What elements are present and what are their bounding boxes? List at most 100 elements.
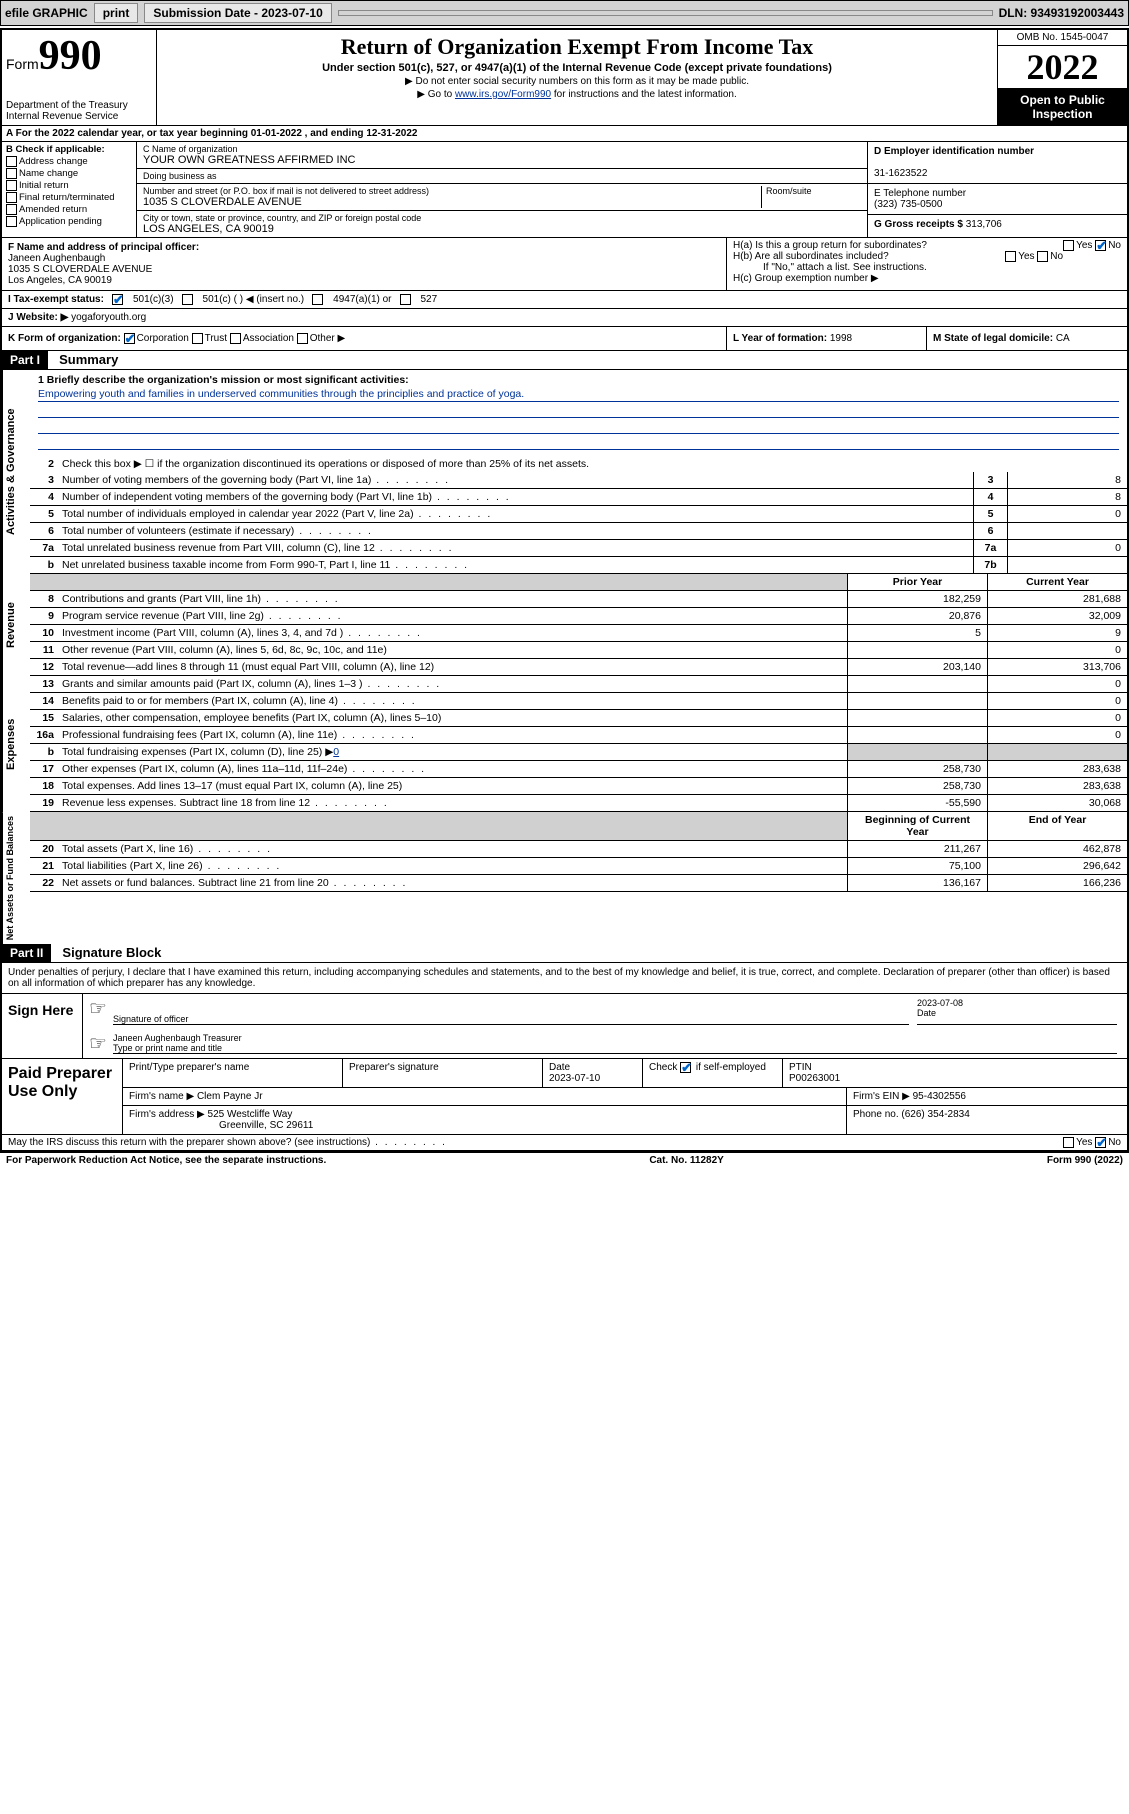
part-ii-badge: Part II — [2, 944, 51, 962]
hb-note: If "No," attach a list. See instructions… — [733, 262, 1121, 273]
val-8-current: 281,688 — [987, 591, 1127, 607]
perjury-text: Under penalties of perjury, I declare th… — [2, 963, 1127, 994]
street-row: Number and street (or P.O. box if mail i… — [137, 184, 867, 211]
irs-link[interactable]: www.irs.gov/Form990 — [455, 89, 551, 100]
net-assets-content: Beginning of Current Year End of Year 20… — [30, 812, 1127, 944]
goto-pre: ▶ Go to — [417, 89, 455, 100]
hb-no: No — [1050, 251, 1063, 262]
fundraising-link[interactable]: 0 — [333, 746, 339, 758]
cb-corporation[interactable] — [124, 333, 135, 344]
status-501c: 501(c) ( ) ◀ (insert no.) — [203, 294, 305, 305]
column-d-right: D Employer identification number 31-1623… — [867, 142, 1127, 237]
k-label: K Form of organization: — [8, 333, 121, 344]
part-i-badge: Part I — [2, 351, 48, 369]
cb-amended-return[interactable]: Amended return — [6, 204, 132, 215]
line-21: 21Total liabilities (Part X, line 26) 75… — [30, 858, 1127, 875]
form-subtitle-3: ▶ Go to www.irs.gov/Form990 for instruct… — [161, 89, 993, 100]
gross-label: G Gross receipts $ — [874, 219, 963, 230]
firm-phone-cell: Phone no. (626) 354-2834 — [847, 1106, 1127, 1134]
cb-initial-return[interactable]: Initial return — [6, 180, 132, 191]
line-15: 15Salaries, other compensation, employee… — [30, 710, 1127, 727]
prep-row-3: Firm's address ▶ 525 Westcliffe Way Gree… — [123, 1106, 1127, 1134]
cb-501c[interactable] — [182, 294, 193, 305]
form-990-footer: Form 990 (2022) — [1047, 1155, 1123, 1166]
street-label: Number and street (or P.O. box if mail i… — [143, 186, 761, 196]
line-6: 6Total number of volunteers (estimate if… — [30, 523, 1127, 540]
submission-date-button[interactable]: Submission Date - 2023-07-10 — [144, 3, 331, 23]
vtab-governance: Activities & Governance — [2, 370, 30, 574]
dba-label: Doing business as — [143, 171, 861, 181]
org-name-value: YOUR OWN GREATNESS AFFIRMED INC — [143, 154, 861, 166]
cb-name-change[interactable]: Name change — [6, 168, 132, 179]
entity-block: B Check if applicable: Address change Na… — [2, 142, 1127, 238]
line-18: 18Total expenses. Add lines 13–17 (must … — [30, 778, 1127, 795]
cb-trust[interactable] — [192, 333, 203, 344]
cb-final-return[interactable]: Final return/terminated — [6, 192, 132, 203]
row-a-text: A For the 2022 calendar year, or tax yea… — [6, 128, 417, 139]
header-left: Form990 Department of the Treasury Inter… — [2, 30, 157, 125]
cb-address-change[interactable]: Address change — [6, 156, 132, 167]
officer-addr1: 1035 S CLOVERDALE AVENUE — [8, 264, 152, 275]
header-right: OMB No. 1545-0047 2022 Open to Public In… — [997, 30, 1127, 125]
hb-yes: Yes — [1018, 251, 1034, 262]
line-22: 22Net assets or fund balances. Subtract … — [30, 875, 1127, 892]
l-label: L Year of formation: — [733, 333, 827, 344]
line-7a: 7aTotal unrelated business revenue from … — [30, 540, 1127, 557]
status-label: I Tax-exempt status: — [8, 294, 104, 305]
cb-application-pending[interactable]: Application pending — [6, 216, 132, 227]
h-section: H(a) Is this a group return for subordin… — [727, 238, 1127, 290]
prep-name-label: Print/Type preparer's name — [123, 1059, 343, 1087]
sign-content: ☞ Signature of officer 2023-07-08 Date ☞… — [82, 994, 1127, 1058]
part-i-header: Part I Summary — [2, 351, 1127, 370]
website-label: J Website: ▶ — [8, 312, 68, 323]
cb-discuss-no[interactable] — [1095, 1137, 1106, 1148]
print-button[interactable]: print — [94, 3, 139, 23]
ha-label: H(a) Is this a group return for subordin… — [733, 240, 927, 251]
sig-name-line: ☞ Janeen Aughenbaugh Treasurer Type or p… — [83, 1029, 1127, 1058]
cb-association[interactable] — [230, 333, 241, 344]
vtab-expenses: Expenses — [2, 676, 30, 812]
tel-value: (323) 735-0500 — [874, 199, 942, 210]
open-inspection: Open to Public Inspection — [998, 89, 1127, 125]
val-12-current: 313,706 — [987, 659, 1127, 675]
ein-cell: D Employer identification number 31-1623… — [868, 142, 1127, 184]
val-10-prior: 5 — [847, 625, 987, 641]
hc-label: H(c) Group exemption number ▶ — [733, 273, 1121, 284]
prep-ptin-cell: PTINP00263001 — [783, 1059, 1127, 1087]
cb-discuss-yes[interactable] — [1063, 1137, 1074, 1148]
footer-final: For Paperwork Reduction Act Notice, see … — [0, 1153, 1129, 1168]
gov-section: Activities & Governance 1 Briefly descri… — [2, 370, 1127, 574]
prep-date-cell: Date2023-07-10 — [543, 1059, 643, 1087]
dba-box: Doing business as — [137, 169, 867, 184]
city-row: City or town, state or province, country… — [137, 211, 867, 237]
col-b-header: B Check if applicable: — [6, 144, 105, 155]
val-9-prior: 20,876 — [847, 608, 987, 624]
column-name-address: C Name of organization YOUR OWN GREATNES… — [137, 142, 867, 237]
paid-preparer-block: Paid Preparer Use Only Print/Type prepar… — [2, 1059, 1127, 1135]
room-label: Room/suite — [766, 186, 861, 196]
line-7b: bNet unrelated business taxable income f… — [30, 557, 1127, 574]
revenue-header-row: Prior Year Current Year — [30, 574, 1127, 591]
net-header-row: Beginning of Current Year End of Year — [30, 812, 1127, 841]
goto-post: for instructions and the latest informat… — [551, 89, 737, 100]
mission-line-2 — [38, 404, 1119, 418]
dept-treasury: Department of the Treasury — [6, 100, 152, 111]
cb-501c3[interactable] — [112, 294, 123, 305]
cb-527[interactable] — [400, 294, 411, 305]
status-4947: 4947(a)(1) or — [333, 294, 391, 305]
l-value: 1998 — [830, 333, 852, 344]
cb-4947[interactable] — [312, 294, 323, 305]
cb-other[interactable] — [297, 333, 308, 344]
mission-text: Empowering youth and families in underse… — [38, 388, 1119, 402]
col-current-year: Current Year — [987, 574, 1127, 590]
revenue-content: Prior Year Current Year 8Contributions a… — [30, 574, 1127, 676]
website-value: yogaforyouth.org — [71, 312, 146, 323]
line-10: 10Investment income (Part VIII, column (… — [30, 625, 1127, 642]
efile-label: efile GRAPHIC — [5, 6, 88, 20]
gross-receipts-cell: G Gross receipts $ 313,706 — [868, 215, 1127, 234]
discuss-row: May the IRS discuss this return with the… — [2, 1135, 1127, 1151]
m-label: M State of legal domicile: — [933, 333, 1053, 344]
city-value: LOS ANGELES, CA 90019 — [143, 223, 861, 235]
ha-yes: Yes — [1076, 240, 1092, 251]
val-7a: 0 — [1007, 540, 1127, 556]
